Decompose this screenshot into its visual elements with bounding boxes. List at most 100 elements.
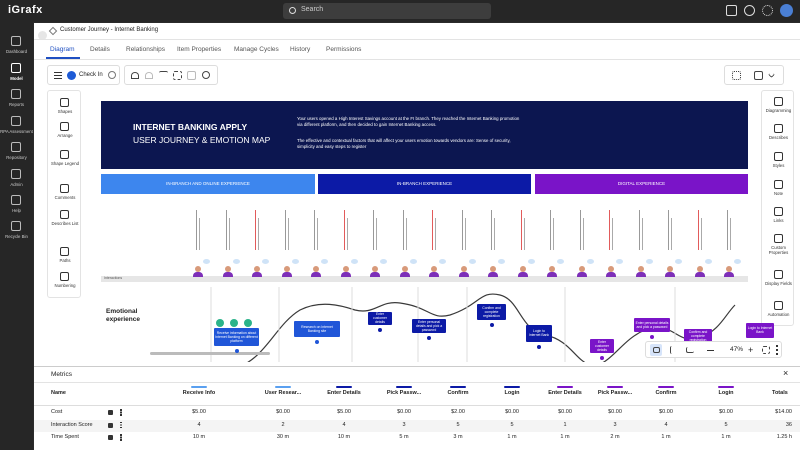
tab[interactable]: Details: [90, 46, 110, 53]
tab[interactable]: History: [290, 46, 311, 53]
diagram-canvas[interactable]: INTERNET BANKING APPLY USER JOURNEY & EM…: [100, 100, 774, 362]
layout-icon[interactable]: [754, 71, 763, 80]
palette-item[interactable]: Paths: [59, 258, 71, 263]
tab[interactable]: Item Properties: [177, 46, 222, 53]
palette-icon[interactable]: [60, 272, 69, 281]
palette-icon[interactable]: [60, 150, 69, 159]
palette-item[interactable]: Note: [773, 191, 784, 196]
row-action-icon[interactable]: [108, 422, 113, 428]
step-text: [612, 218, 613, 250]
nav-icon[interactable]: [11, 142, 21, 152]
fit-icon[interactable]: [762, 346, 770, 354]
palette-item[interactable]: Links: [773, 218, 784, 223]
row-action-icon[interactable]: [108, 435, 113, 440]
nav-item[interactable]: Repository: [6, 155, 27, 160]
zoom-out[interactable]: [707, 350, 714, 352]
nav-item[interactable]: Recycle Bin: [5, 234, 28, 239]
connector-icon[interactable]: [173, 71, 182, 80]
find-icon[interactable]: [202, 71, 210, 79]
tab[interactable]: Manage Cycles: [234, 46, 279, 53]
palette-item[interactable]: Shape Legend: [51, 161, 79, 166]
nav-icon[interactable]: [11, 221, 21, 231]
nav-icon[interactable]: [11, 116, 21, 126]
palette-icon[interactable]: [60, 210, 69, 219]
tab[interactable]: Permissions: [326, 46, 362, 53]
dropdown-icon[interactable]: [767, 70, 776, 79]
row-action-icon[interactable]: [108, 410, 113, 415]
nav-item[interactable]: RPA Assessment: [0, 129, 33, 134]
text-icon[interactable]: [159, 71, 168, 80]
format-icon[interactable]: [187, 71, 196, 80]
palette-icon[interactable]: [774, 234, 783, 243]
scrollbar[interactable]: [150, 352, 270, 355]
journey-step-box[interactable]: Enter customer details: [368, 311, 392, 325]
palette-icon[interactable]: [774, 97, 783, 106]
palette-item[interactable]: Describes List: [51, 221, 79, 226]
step-text: [609, 210, 610, 250]
user-avatar[interactable]: [780, 4, 793, 17]
palette-item[interactable]: Custom Properties: [768, 245, 789, 255]
settings-icon[interactable]: [762, 5, 773, 16]
nav-item[interactable]: Dashboard: [5, 49, 28, 54]
info-icon[interactable]: [108, 71, 116, 79]
more-icon[interactable]: [776, 345, 778, 347]
undo-icon[interactable]: [131, 72, 139, 79]
journey-step-box[interactable]: Enter customer details: [590, 339, 614, 353]
palette-item[interactable]: Diagramming: [765, 108, 792, 113]
nav-icon[interactable]: [11, 36, 21, 46]
nav-icon[interactable]: [11, 169, 21, 179]
palette-icon[interactable]: [774, 180, 783, 189]
row-menu[interactable]: [120, 409, 122, 411]
palette-icon[interactable]: [774, 207, 783, 216]
journey-step-box[interactable]: Enter personal details and pick a passwo…: [634, 318, 670, 332]
nav-icon[interactable]: [11, 195, 21, 205]
nav-item[interactable]: Help: [12, 208, 21, 213]
palette-icon[interactable]: [774, 270, 783, 279]
help-icon[interactable]: [744, 5, 755, 16]
nav-icon[interactable]: [11, 63, 21, 73]
nav-icon[interactable]: [11, 89, 21, 99]
palette-icon[interactable]: [60, 247, 69, 256]
palette-item[interactable]: Comments: [54, 195, 76, 200]
zoom-in[interactable]: +: [748, 345, 754, 355]
palette-item[interactable]: Describes: [768, 135, 789, 140]
palette-item[interactable]: Styles: [772, 163, 785, 168]
journey-step-box[interactable]: Login to Internet Bank: [746, 322, 774, 338]
check-in-button[interactable]: Check In: [79, 72, 103, 78]
flag-icon[interactable]: [670, 346, 676, 354]
palette-icon[interactable]: [60, 122, 69, 131]
palette-item[interactable]: Shapes: [57, 109, 73, 114]
journey-step-box[interactable]: Login to Internet Bank: [526, 324, 552, 342]
journey-step-box[interactable]: Research on Internet Banking site: [294, 321, 340, 337]
palette-icon[interactable]: [774, 124, 783, 133]
search-box[interactable]: Search: [283, 3, 491, 19]
row-menu[interactable]: [120, 434, 122, 436]
tab-active[interactable]: Diagram: [50, 46, 75, 53]
notifications-icon[interactable]: [726, 5, 737, 16]
palette-icon[interactable]: [60, 184, 69, 193]
collapse-button[interactable]: [38, 31, 47, 40]
palette-icon[interactable]: [774, 152, 783, 161]
palette-icon[interactable]: [774, 301, 783, 310]
persona-body: [547, 272, 557, 277]
palette-item[interactable]: Arrange: [57, 133, 73, 138]
palette-item[interactable]: Numbering: [54, 283, 76, 288]
journey-step-box[interactable]: Enter personal details and pick a passwo…: [412, 319, 446, 333]
nav-item-active[interactable]: Model: [10, 76, 23, 81]
nav-item[interactable]: Admin: [10, 182, 23, 187]
menu-icon[interactable]: [54, 72, 62, 74]
tab[interactable]: Relationships: [126, 46, 166, 53]
palette-icon[interactable]: [60, 98, 69, 107]
palette-item[interactable]: Display Fields: [765, 281, 792, 286]
journey-step-box[interactable]: Confirm and complete registration: [477, 304, 506, 320]
palette-item[interactable]: Automation: [767, 312, 790, 317]
nav-item[interactable]: Reports: [8, 102, 25, 107]
close-button[interactable]: ×: [783, 368, 789, 378]
journey-step-box[interactable]: Receive information about Internet Banki…: [214, 328, 259, 346]
grid-icon[interactable]: [732, 71, 741, 80]
check-icon: [67, 71, 76, 80]
redo-icon[interactable]: [145, 72, 153, 79]
chart-icon[interactable]: [686, 347, 694, 353]
row-menu[interactable]: [120, 421, 122, 423]
journey-step-box[interactable]: Confirm and complete registration: [684, 329, 712, 343]
